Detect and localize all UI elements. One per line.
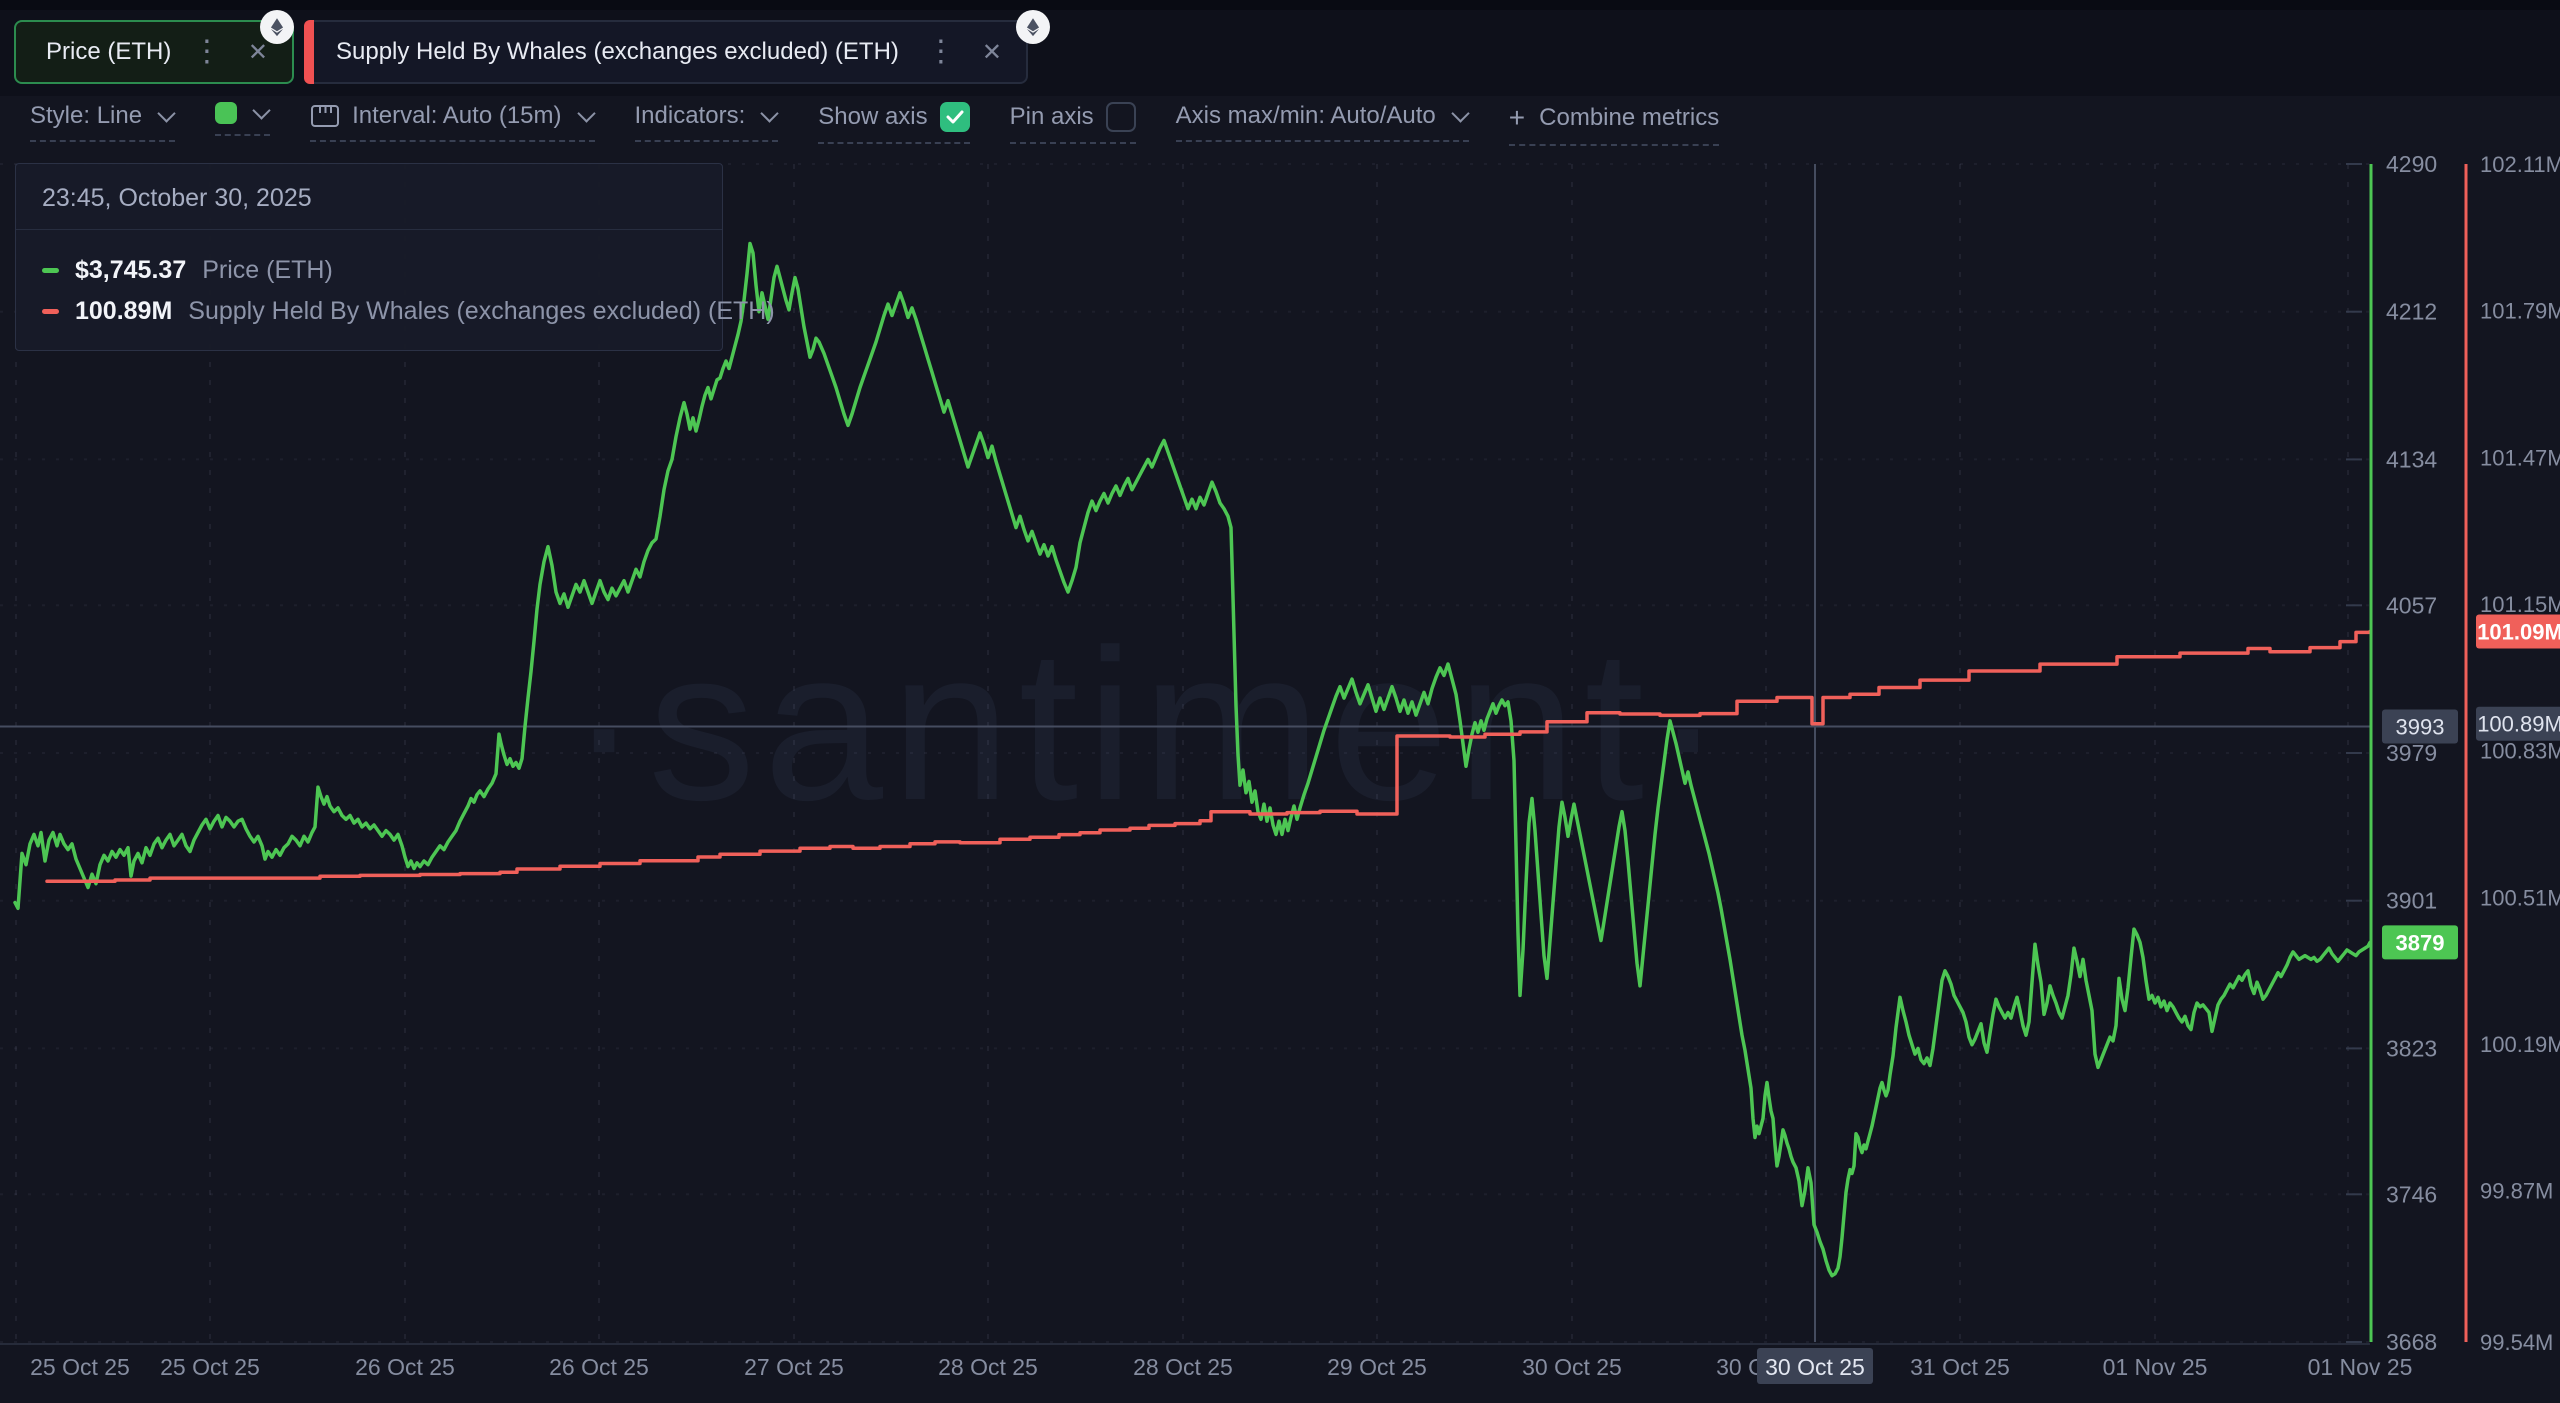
- x-tick-label: 01 Nov 25: [2308, 1354, 2413, 1380]
- axis-maxmin-selector[interactable]: Axis max/min: Auto/Auto: [1175, 102, 1470, 142]
- tooltip-label: Price (ETH): [202, 256, 333, 284]
- crosshair-date-label: 30 Oct 25: [1765, 1354, 1865, 1380]
- metric-tab-label: Supply Held By Whales (exchanges exclude…: [336, 38, 899, 65]
- price-tick-label: 3901: [2386, 888, 2437, 914]
- metric-tab-price[interactable]: Price (ETH) ⋮ ✕: [14, 10, 294, 84]
- indicators-selector[interactable]: Indicators:: [634, 102, 779, 142]
- price-last-badge-text: 3879: [2396, 930, 2445, 955]
- chart-toolbar: Style: Line Interval: Auto (15m) Indicat…: [30, 100, 1720, 146]
- axes: [2346, 163, 2468, 1343]
- supply-hover-badge: [2476, 706, 2560, 741]
- price-line: [13, 241, 2372, 1278]
- supply-tick-label: 100.51M: [2480, 885, 2560, 910]
- supply-tick-label: 99.54M: [2480, 1330, 2553, 1355]
- x-tick-label: 29 Oct 25: [1327, 1354, 1427, 1380]
- x-tick-label: 01 Nov 25: [2103, 1354, 2208, 1380]
- interval-label: Interval: Auto (15m): [352, 102, 562, 129]
- x-tick-label: 25 Oct 25: [160, 1354, 260, 1380]
- x-tick-label: 27 Oct 25: [744, 1354, 844, 1380]
- combine-metrics-label: Combine metrics: [1539, 104, 1720, 131]
- checkbox-unchecked[interactable]: [1105, 102, 1136, 132]
- price-tick-label: 4290: [2386, 151, 2437, 177]
- eth-icon: [260, 10, 294, 44]
- supply-tick-label: 101.47M: [2480, 445, 2560, 470]
- top-strip: [0, 0, 2560, 10]
- price-tick-label: 3979: [2386, 740, 2437, 766]
- eth-icon: [1016, 10, 1050, 44]
- series-lines: [13, 241, 2372, 1278]
- supply-tick-label: 100.83M: [2480, 739, 2560, 764]
- metric-tab-supply[interactable]: Supply Held By Whales (exchanges exclude…: [304, 10, 1050, 84]
- series-color-dash: [42, 309, 59, 314]
- price-tick-label: 4212: [2386, 299, 2437, 325]
- combine-metrics-button[interactable]: + Combine metrics: [1508, 102, 1720, 146]
- tooltip-value: $3,745.37: [75, 256, 187, 284]
- price-tick-label: 4057: [2386, 592, 2437, 618]
- tooltip-row-price: $3,745.37 Price (ETH): [42, 256, 696, 285]
- chevron-down-icon: [576, 103, 596, 123]
- supply-tick-label: 101.15M: [2480, 592, 2560, 617]
- x-tick-label: 30 Oct 25: [1522, 1354, 1622, 1380]
- tooltip-row-supply: 100.89M Supply Held By Whales (exchanges…: [42, 297, 775, 326]
- x-tick-label: 25 Oct 25: [30, 1354, 130, 1380]
- price-tick-label: 3823: [2386, 1035, 2437, 1061]
- supply-tick-label: 99.87M: [2480, 1179, 2553, 1204]
- supply-last-badge: [2476, 614, 2560, 649]
- chevron-down-icon: [1451, 103, 1470, 123]
- color-swatch: [215, 102, 238, 124]
- kebab-menu-icon[interactable]: ⋮: [925, 35, 956, 68]
- chevron-down-icon: [157, 103, 176, 123]
- tab-color-bar: [304, 20, 314, 84]
- show-axis-toggle[interactable]: Show axis: [818, 102, 970, 144]
- axis-labels: 4290 4212 4134 4057 3979 3901 3823 3746 3668 102.…: [30, 151, 2560, 1380]
- x-tick-label: 26 Oct 25: [355, 1354, 455, 1380]
- interval-selector[interactable]: Interval: Auto (15m): [310, 102, 596, 142]
- crosshair: [0, 164, 2370, 1342]
- value-badges: 30 Oct 25 3993 3879 100.89M 101.09M: [1757, 614, 2560, 1384]
- pin-axis-label: Pin axis: [1009, 103, 1094, 130]
- style-label: Style: Line: [30, 102, 143, 129]
- interval-icon: [310, 102, 340, 130]
- price-hover-badge: [2382, 709, 2458, 744]
- price-tick-label: 3668: [2386, 1329, 2437, 1355]
- supply-tick-label: 100.19M: [2480, 1032, 2560, 1057]
- color-selector[interactable]: [215, 100, 271, 136]
- supply-tick-label: 101.79M: [2480, 299, 2560, 324]
- tooltip-timestamp: 23:45, October 30, 2025: [16, 164, 722, 230]
- indicators-label: Indicators:: [634, 102, 746, 129]
- x-tick-label: 26 Oct 25: [549, 1354, 649, 1380]
- plus-icon: +: [1508, 102, 1526, 133]
- gridlines: [0, 163, 2370, 1345]
- supply-hover-badge-text: 100.89M: [2477, 712, 2560, 737]
- checkbox-checked[interactable]: [939, 102, 970, 132]
- metric-tab-label: Price (ETH): [46, 38, 172, 65]
- supply-tick-label: 102.11M: [2480, 152, 2560, 177]
- price-tick-label: 4134: [2386, 446, 2437, 472]
- x-tick-label: 31 Oct 25: [1910, 1354, 2010, 1380]
- axis-maxmin-label: Axis max/min: Auto/Auto: [1175, 102, 1436, 129]
- x-tick-label: 28 Oct 25: [938, 1354, 1038, 1380]
- supply-line: [45, 629, 2372, 884]
- tooltip-value: 100.89M: [75, 297, 173, 325]
- tooltip-label: Supply Held By Whales (exchanges exclude…: [188, 297, 775, 325]
- chevron-down-icon: [760, 103, 779, 123]
- close-icon[interactable]: ✕: [981, 38, 1002, 66]
- crosshair-date-badge: [1757, 1348, 1873, 1384]
- supply-last-badge-text: 101.09M: [2477, 620, 2560, 645]
- chart-tooltip: 23:45, October 30, 2025 $3,745.37 Price …: [15, 163, 775, 351]
- pin-axis-toggle[interactable]: Pin axis: [1009, 102, 1136, 144]
- kebab-menu-icon[interactable]: ⋮: [191, 35, 222, 68]
- close-icon[interactable]: ✕: [247, 38, 268, 66]
- style-selector[interactable]: Style: Line: [30, 102, 176, 142]
- price-last-badge: [2382, 925, 2458, 960]
- x-tick-label: 28 Oct 25: [1133, 1354, 1233, 1380]
- chevron-down-icon: [252, 100, 271, 120]
- price-tick-label: 3746: [2386, 1181, 2437, 1207]
- price-hover-badge-text: 3993: [2396, 715, 2445, 740]
- series-color-dash: [42, 268, 59, 273]
- show-axis-label: Show axis: [818, 103, 928, 130]
